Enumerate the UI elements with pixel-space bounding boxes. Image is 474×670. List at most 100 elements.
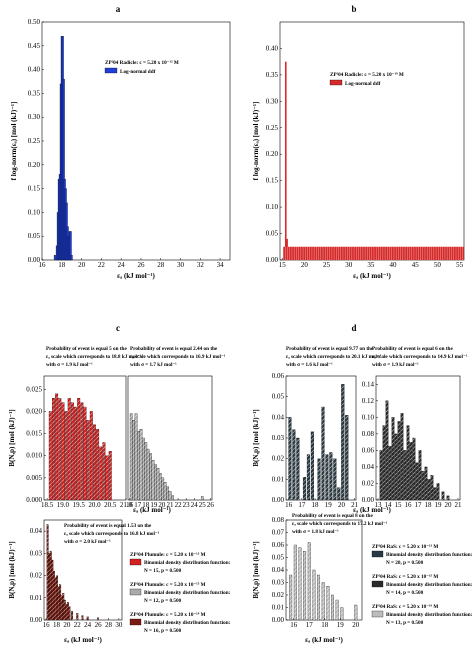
panel-d-tl-annotation: with σ = 1.6 kJ mol⁻¹ bbox=[286, 362, 333, 368]
panel-c-tl-bar-hatch bbox=[74, 407, 77, 500]
panel-d-bot-bar-hatch bbox=[298, 547, 302, 620]
panel-c-tr-bar-hatch bbox=[166, 486, 169, 500]
panel-c-bot-bar-hatch bbox=[71, 611, 73, 620]
panel-d-tr-xtick-label: 15 bbox=[395, 501, 403, 509]
panel-d-tl-xtick-label: 16 bbox=[285, 501, 293, 509]
panel-c-tr-xtick-label: 16 bbox=[126, 501, 134, 509]
panel-d-tl-bar-hatch bbox=[311, 431, 314, 500]
panel-c-tr-bar-hatch bbox=[159, 473, 162, 500]
panel-d-bot-ytick-label: 0.03 bbox=[272, 579, 285, 587]
panel-a-xtick-label: 30 bbox=[177, 261, 185, 269]
panel-a-xlabel: εₐ (kJ mol⁻¹) bbox=[117, 272, 155, 280]
panel-d-legend-np: N = 14, p = 0.500 bbox=[386, 590, 424, 596]
panel-letter-c: c bbox=[116, 323, 120, 333]
panel-d-tr-bar-hatch bbox=[446, 495, 450, 500]
panel-d-xlabel-top: εₐ (kJ mol⁻¹) bbox=[353, 506, 391, 514]
panel-c-tl-bar-hatch bbox=[55, 393, 58, 500]
panel-c-tl-bar-hatch bbox=[71, 402, 74, 500]
panel-b-xtick-label: 55 bbox=[456, 261, 464, 269]
panel-a-ytick-label: 0.25 bbox=[28, 137, 41, 145]
panel-d-tr-ytick-label: 0.00 bbox=[362, 496, 375, 504]
panel-d-tr-xtick-label: 21 bbox=[455, 501, 463, 509]
panel-d-ylabel-top: B(N,p) [mol (kJ)⁻¹] bbox=[252, 409, 260, 466]
panel-c-legend-label: Binomial density distribution function: bbox=[144, 620, 231, 626]
panel-d-bot-bar-hatch bbox=[354, 605, 358, 620]
panel-c-tl-bar-hatch bbox=[64, 411, 68, 500]
panel-a-ytick-label: 0.50 bbox=[28, 18, 41, 26]
panel-d-tl-bar-hatch bbox=[288, 417, 292, 500]
panel-d-legend-np: N = 20, p = 0.500 bbox=[386, 560, 424, 566]
panel-c-tl-bar-hatch bbox=[80, 402, 84, 500]
panel-d-bot-ytick-label: 0.01 bbox=[272, 604, 285, 612]
panel-c-legend-swatch bbox=[129, 618, 142, 626]
panel-c-tl-bar-hatch bbox=[105, 455, 109, 500]
panel-d-bot-bar-hatch bbox=[312, 570, 316, 620]
panel-d-tl-axes: 16 17 18 19 20 21 0.00 0.01 0.02 0.03 0.04 0.05 0.06 bbox=[272, 372, 359, 509]
panel-d-bot-xtick-label: 19 bbox=[337, 621, 345, 629]
panel-d-tr-bar-hatch bbox=[441, 491, 445, 500]
panel-c-tr-xtick-label: 17 bbox=[134, 501, 142, 509]
panel-a-ytick-label: 0.35 bbox=[28, 89, 41, 97]
panel-d-legend-label: Binomial density distribution function: bbox=[386, 582, 473, 588]
panel-c-tr-bar-hatch bbox=[132, 420, 135, 500]
panel-d-bot-bar-hatch bbox=[321, 582, 325, 620]
panel-c-tl-axes: 18.5 19.0 19.5 20.0 20.5 21.0 0.000 0.005 0.010 0… bbox=[26, 375, 133, 509]
panel-c-bot-annotation: εₐ scale which corresponds to 16.8 kJ mo… bbox=[64, 531, 160, 537]
panel-d-tr-ytick-label: 0.06 bbox=[362, 446, 375, 454]
panel-d-tr-ytick-label: 0.14 bbox=[362, 380, 375, 388]
panel-d-bot-ytick-label: 0.05 bbox=[272, 554, 285, 562]
panel-c-tr-xtick-label: 23 bbox=[183, 501, 191, 509]
panel-b-xtick-label: 50 bbox=[434, 261, 442, 269]
panel-c-bot-bar-hatch bbox=[57, 586, 60, 620]
panel-d-tr-xtick-label: 17 bbox=[415, 501, 423, 509]
panel-d-tl-bar-hatch bbox=[329, 452, 333, 500]
panel-d-tl-annotation: Probability of event is equal 9.77 on th… bbox=[286, 346, 374, 352]
panel-d-tr-xtick-label: 13 bbox=[375, 501, 383, 509]
panel-c-bot-bar-hatch bbox=[68, 606, 71, 620]
panel-d-tr-annotation: Probability of event is equal 6 on the bbox=[372, 346, 453, 352]
panel-c-tl-ytick-label: 0.005 bbox=[26, 474, 42, 482]
panel-c-bot-ytick-label: 0.03 bbox=[30, 549, 43, 557]
panel-b-xtick-label: 35 bbox=[367, 261, 375, 269]
panel-d-tr-xtick-label: 14 bbox=[385, 501, 393, 509]
panel-letter-a: a bbox=[116, 4, 121, 14]
panel-b-xtick-label: 15 bbox=[279, 261, 287, 269]
panel-d-tl-bar-hatch bbox=[307, 454, 310, 500]
panel-d-tl-annotation: εₐ scale which corresponds to 20.1 kJ mo… bbox=[286, 354, 382, 360]
panel-d-bot-annotation: εₐ scale which corresponds to 17.2 kJ mo… bbox=[292, 521, 388, 527]
panel-b-axes: 15 20 25 30 35 40 45 50 55 0.00 0.05 0.10 0.15 0.20 0.… bbox=[266, 21, 465, 269]
panel-c-tr-bar-hatch bbox=[139, 429, 143, 500]
panel-c-tl-ytick-label: 0.020 bbox=[26, 407, 42, 415]
panel-letter-b: b bbox=[351, 4, 356, 14]
panel-b-ylabel: f log-norm(εₐ) [mol (kJ)⁻¹] bbox=[252, 102, 260, 181]
panel-b-ytick-label: 0.15 bbox=[266, 177, 279, 185]
panel-d-tl-xtick-label: 19 bbox=[325, 501, 333, 509]
panel-c-bot-bar-hatch bbox=[81, 615, 84, 620]
panel-c-bot-xtick-label: 30 bbox=[115, 621, 123, 629]
panel-d-legend-title: ZP²04 RaS: c = 5.20 x 10⁻¹⁵ M bbox=[372, 574, 438, 580]
panel-d-legend-np: N = 13, p = 0.500 bbox=[386, 620, 424, 626]
panel-b-xtick-label: 25 bbox=[323, 261, 331, 269]
panel-b-xtick-label: 40 bbox=[390, 261, 398, 269]
panel-d-tl-bar-hatch bbox=[292, 429, 296, 500]
panel-c-tr-annotation: εₐ scale which corresponds to 16.9 kJ mo… bbox=[130, 354, 226, 360]
panel-d-tl-ytick-label: 0.06 bbox=[272, 372, 285, 380]
panel-d-bot-ytick-label: 0.04 bbox=[272, 566, 285, 574]
panel-c-tr-bar-hatch bbox=[146, 449, 150, 500]
panel-d-tr-annotation: with σ = 1.9 kJ mol⁻¹ bbox=[372, 362, 419, 368]
panel-c-tr-xtick-label: 18 bbox=[142, 501, 150, 509]
panel-c-legend-np: N = 15, p = 0.500 bbox=[144, 568, 182, 574]
panel-c-tr-bar-hatch bbox=[161, 477, 164, 500]
panel-d-tr-xtick-label: 20 bbox=[445, 501, 453, 509]
panel-d-bot-bar-hatch bbox=[335, 600, 339, 620]
panel-d-tl-ytick-label: 0.03 bbox=[272, 434, 285, 442]
panel-c-legend-swatch bbox=[129, 588, 142, 596]
panel-c-tl-annotation: εₐ scale which corresponds to 18.8 kJ mo… bbox=[46, 354, 142, 360]
panel-a-legend-title: ZP²04 Radicle: c = 5.20 x 10⁻¹³ M bbox=[105, 60, 179, 66]
panel-b-xtick-label: 20 bbox=[301, 261, 309, 269]
panel-d-tr-bar-hatch bbox=[424, 466, 428, 500]
panel-a-xtick-label: 18 bbox=[58, 261, 66, 269]
panel-c-xlabel-top: εₐ (kJ mol⁻¹) bbox=[133, 506, 171, 514]
panel-d-tr-bar-hatch bbox=[433, 487, 437, 500]
